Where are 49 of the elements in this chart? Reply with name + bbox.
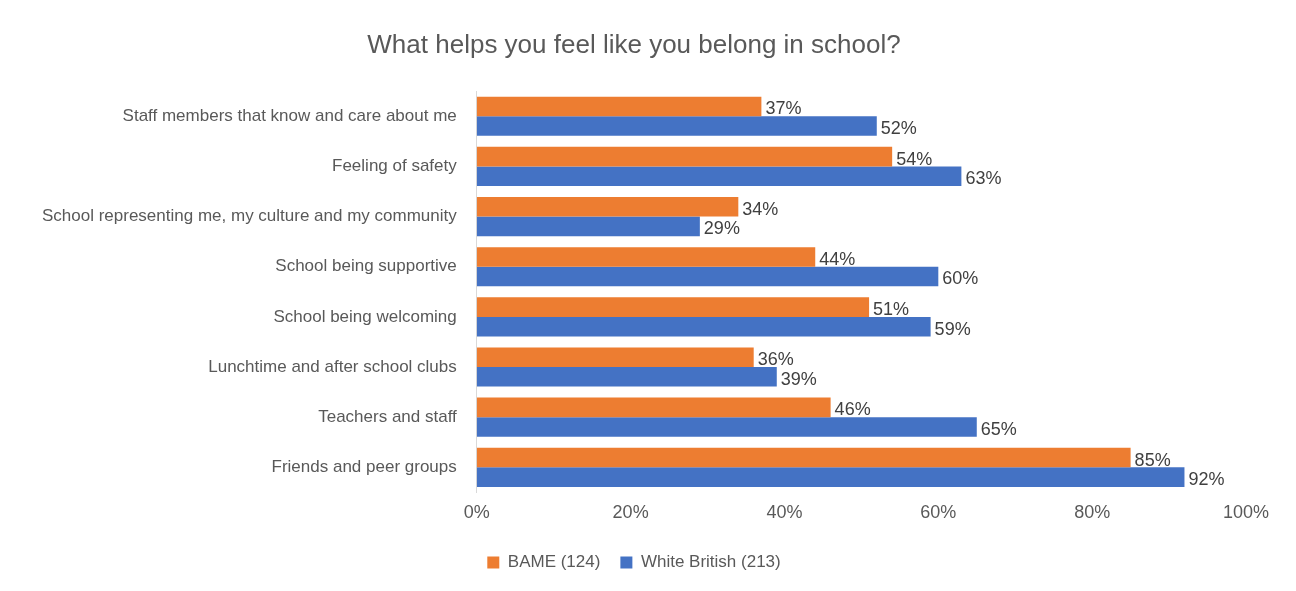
- data-label: 59%: [934, 318, 971, 339]
- y-tick-label: School being supportive: [275, 256, 457, 276]
- bar: [476, 397, 831, 418]
- x-tick-label: 60%: [920, 502, 957, 523]
- x-tick-label: 100%: [1222, 502, 1270, 523]
- bar: [476, 197, 739, 217]
- y-tick-label: Staff members that know and care about me: [122, 105, 457, 125]
- legend-label: White British (213): [640, 552, 781, 572]
- data-label: 51%: [873, 299, 910, 320]
- y-tick-label: School representing me, my culture and my community: [41, 206, 458, 226]
- bar: [476, 247, 816, 267]
- bar: [476, 216, 700, 237]
- bar: [476, 266, 939, 287]
- data-label: 63%: [965, 168, 1002, 189]
- data-label: 85%: [1134, 449, 1171, 470]
- bar: [476, 347, 754, 368]
- x-tick-label: 80%: [1074, 502, 1111, 523]
- y-tick-label: School being welcoming: [273, 306, 457, 326]
- data-label: 54%: [896, 148, 933, 169]
- bar: [476, 467, 1185, 487]
- data-label: 37%: [765, 98, 802, 119]
- y-tick-label: Feeling of safety: [332, 156, 458, 176]
- data-label: 36%: [757, 349, 794, 370]
- x-tick-label: 40%: [766, 502, 803, 523]
- bar: [476, 297, 870, 317]
- y-tick-label: Friends and peer groups: [271, 457, 457, 477]
- data-label: 39%: [780, 368, 817, 389]
- data-label: 46%: [834, 399, 871, 420]
- bar: [476, 96, 762, 117]
- bar: [476, 367, 777, 387]
- bar: [476, 417, 977, 437]
- data-label: 29%: [703, 218, 740, 239]
- data-label: 60%: [942, 268, 979, 289]
- bar: [476, 146, 893, 167]
- x-tick-label: 0%: [463, 502, 490, 523]
- data-label: 52%: [880, 118, 917, 139]
- legend-label: BAME (124): [507, 552, 601, 572]
- bar: [476, 166, 962, 186]
- data-label: 34%: [742, 198, 779, 219]
- bar: [476, 447, 1131, 468]
- bar: [476, 116, 877, 136]
- y-tick-label: Teachers and staff: [318, 406, 458, 426]
- data-label: 44%: [819, 248, 856, 269]
- bar: [476, 316, 931, 337]
- chart-title: What helps you feel like you belong in school?: [367, 28, 901, 59]
- x-tick-label: 20%: [612, 502, 649, 523]
- y-tick-label: Lunchtime and after school clubs: [208, 356, 457, 376]
- data-label: 92%: [1188, 469, 1225, 490]
- data-label: 65%: [980, 418, 1017, 439]
